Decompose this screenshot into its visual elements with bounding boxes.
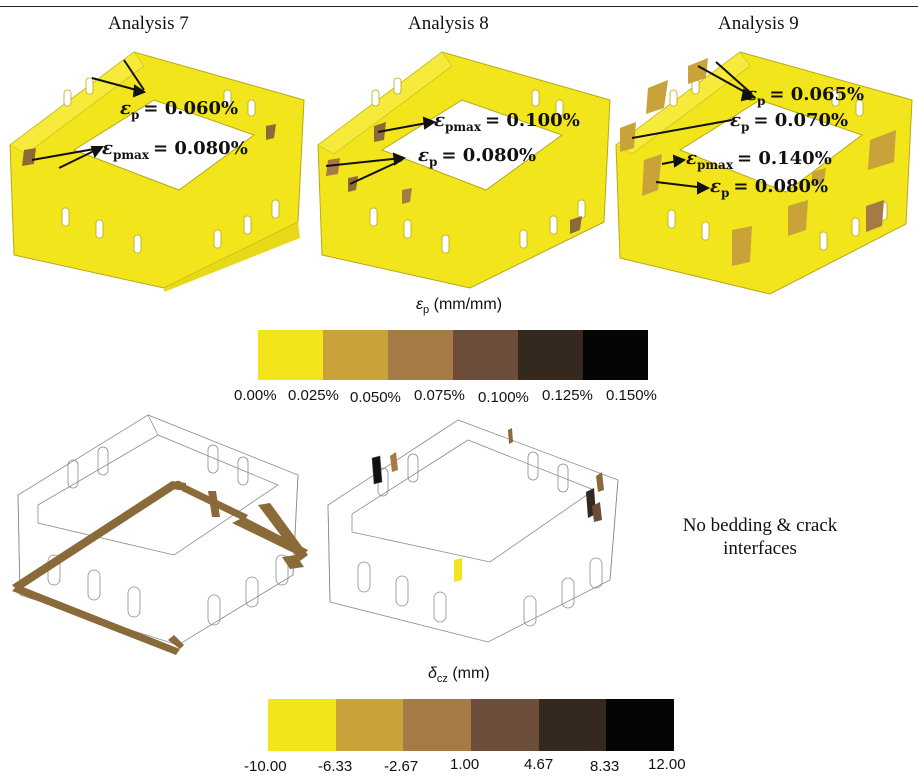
legend1-title: εp (mm/mm) <box>416 296 503 317</box>
legend1-tick: 0.025% <box>288 387 339 404</box>
legend2-colorbar <box>268 699 675 751</box>
annotation-a8-1: εpmax = 0.100% <box>434 110 580 134</box>
legend1-swatch <box>388 330 453 380</box>
legend2-swatch <box>471 699 539 751</box>
wireframe-outline <box>327 419 619 643</box>
annotation-a7-2: εpmax = 0.080% <box>102 138 248 162</box>
no-interfaces-note: No bedding & crack interfaces <box>682 515 838 559</box>
title-analysis-8: Analysis 8 <box>408 13 489 34</box>
legend2-title: δcz (mm) <box>428 665 490 686</box>
legend2-tick: -10.00 <box>244 758 287 775</box>
legend1-tick: 0.075% <box>414 387 465 404</box>
building-model <box>317 51 611 289</box>
legend1-tick: 0.100% <box>478 389 529 406</box>
legend1-tick: 0.150% <box>606 387 657 404</box>
title-analysis-9: Analysis 9 <box>718 13 799 34</box>
analysis-9-contour: εp = 0.065% εp = 0.070% εpmax = 0.140% εp = … <box>615 51 913 295</box>
legend1-swatch <box>453 330 518 380</box>
analysis-7-contour: εp = 0.060% εpmax = 0.080% <box>9 51 305 292</box>
legend2-tick: -6.33 <box>318 758 353 775</box>
legend2-tick: 8.33 <box>590 758 620 775</box>
legend2-swatch <box>538 699 607 751</box>
annotation-a7-1: εp = 0.060% <box>120 98 238 122</box>
legend1-swatch <box>583 330 648 380</box>
legend2-swatch <box>606 699 675 751</box>
annotation-a9-2: εp = 0.070% <box>730 110 848 134</box>
wireframe-outline <box>17 414 299 646</box>
legend2-tick: 12.00 <box>648 756 686 773</box>
building-model <box>9 51 305 292</box>
legend1-tick: 0.00% <box>234 387 277 404</box>
analysis-8-contour: εpmax = 0.100% εp = 0.080% <box>317 51 611 289</box>
legend2-tick: 4.67 <box>524 756 554 773</box>
legend2-swatch <box>403 699 472 751</box>
legend1-swatch <box>258 330 323 380</box>
bedding-interface <box>12 481 308 655</box>
legend1-tick: 0.125% <box>542 387 593 404</box>
annotation-a9-4: εp = 0.080% <box>710 176 828 200</box>
legend2-swatch <box>268 699 336 751</box>
legend2-tick: -2.67 <box>384 758 419 775</box>
top-rule <box>0 6 918 7</box>
bedding-interface-model <box>12 414 308 655</box>
building-model <box>615 51 913 295</box>
legend2-tick: 1.00 <box>450 756 480 773</box>
title-analysis-7: Analysis 7 <box>108 13 189 34</box>
annotation-a9-3: εpmax = 0.140% <box>686 148 832 172</box>
legend2-swatch <box>335 699 404 751</box>
annotation-a9-1: εp = 0.065% <box>746 84 864 108</box>
legend1-swatch <box>323 330 388 380</box>
crack-interfaces <box>371 428 604 582</box>
legend1-swatch <box>518 330 583 380</box>
annotation-a8-2: εp = 0.080% <box>418 145 536 169</box>
legend1-colorbar <box>258 330 648 380</box>
legend1-tick: 0.050% <box>350 389 401 406</box>
crack-interface-model <box>327 419 619 643</box>
